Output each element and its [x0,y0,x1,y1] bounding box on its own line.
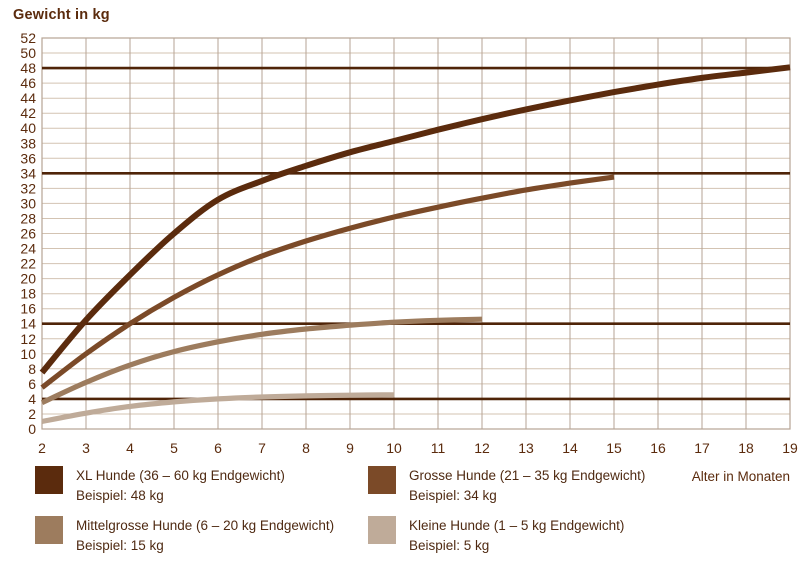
y-tick-label: 12 [20,331,36,347]
y-tick-label: 22 [20,256,36,272]
x-tick-label: 4 [126,440,134,456]
gridlines [41,37,791,430]
x-tick-label: 11 [431,440,446,456]
y-tick-label: 46 [20,75,36,91]
x-tick-label: 16 [650,440,666,456]
legend-label: XL Hunde (36 – 60 kg Endgewicht) [76,468,285,483]
x-tick-label: 10 [386,440,402,456]
y-tick-label: 14 [20,316,36,332]
y-tick-label: 0 [28,421,36,437]
y-tick-label: 8 [28,361,36,377]
legend-swatch-kleine [368,516,396,544]
y-tick-label: 24 [20,241,36,257]
x-tick-label: 19 [782,440,798,456]
y-tick-label: 18 [20,286,36,302]
x-tick-label: 8 [302,440,310,456]
x-axis-tick-labels: 2 3 4 5 6 7 8 9 10 11 12 13 14 15 16 17 18 19 [38,440,798,456]
y-tick-label: 50 [20,45,36,61]
x-axis-label: Alter in Monaten [691,469,790,484]
y-tick-label: 44 [20,90,36,106]
y-axis-tick-labels: 5250484644424038363432302826242220181614… [20,30,36,437]
x-tick-label: 7 [258,440,266,456]
series-curve-0 [39,64,791,375]
x-tick-label: 14 [562,440,578,456]
series-curve-1 [40,174,615,390]
chart-title: Gewicht in kg [13,7,110,23]
legend-swatch-mittelgrosse [35,516,63,544]
legend-example: Beispiel: 15 kg [76,537,164,553]
x-tick-label: 2 [38,440,46,456]
y-tick-label: 16 [20,301,36,317]
x-tick-label: 13 [518,440,534,456]
y-tick-label: 52 [20,30,36,46]
x-tick-label: 9 [346,440,354,456]
y-tick-label: 42 [20,105,36,121]
y-tick-label: 48 [20,60,36,76]
y-tick-label: 34 [20,165,36,181]
y-tick-label: 10 [20,346,36,362]
y-tick-label: 2 [28,406,36,422]
legend-swatch-xl [35,466,63,494]
x-tick-label: 18 [738,440,754,456]
x-tick-label: 12 [474,440,490,456]
legend-swatch-grosse [368,466,396,494]
legend-example: Beispiel: 48 kg [76,487,164,503]
legend-item-grosse-hunde: Grosse Hunde (21 – 35 kg Endgewicht) Bei… [368,466,645,505]
series-curve-3 [41,392,395,425]
legend-example: Beispiel: 34 kg [409,487,497,503]
y-tick-label: 28 [20,211,36,227]
x-tick-label: 6 [214,440,222,456]
x-tick-label: 5 [170,440,178,456]
y-tick-label: 40 [20,120,36,136]
x-tick-label: 17 [694,440,710,456]
x-tick-label: 15 [606,440,622,456]
growth-chart: 5250484644424038363432302826242220181614… [20,30,798,456]
legend-item-xl-hunde: XL Hunde (36 – 60 kg Endgewicht) Beispie… [35,466,285,505]
y-tick-label: 38 [20,135,36,151]
y-tick-label: 6 [28,376,36,392]
legend-example: Beispiel: 5 kg [409,537,490,553]
y-tick-label: 26 [20,226,36,242]
y-tick-label: 30 [20,195,36,211]
legend-label: Grosse Hunde (21 – 35 kg Endgewicht) [409,468,646,483]
legend-item-kleine-hunde: Kleine Hunde (1 – 5 kg Endgewicht) Beisp… [368,516,624,555]
legend-label: Mittelgrosse Hunde (6 – 20 kg Endgewicht… [76,518,335,533]
x-tick-label: 3 [82,440,90,456]
y-tick-label: 20 [20,271,36,287]
plot-frame [41,37,791,430]
series-curve-2 [40,316,483,406]
legend-item-mittelgrosse-hunde: Mittelgrosse Hunde (6 – 20 kg Endgewicht… [35,516,334,555]
legend-label: Kleine Hunde (1 – 5 kg Endgewicht) [409,518,625,533]
y-tick-label: 4 [28,391,36,407]
y-tick-label: 36 [20,150,36,166]
y-tick-label: 32 [20,180,36,196]
